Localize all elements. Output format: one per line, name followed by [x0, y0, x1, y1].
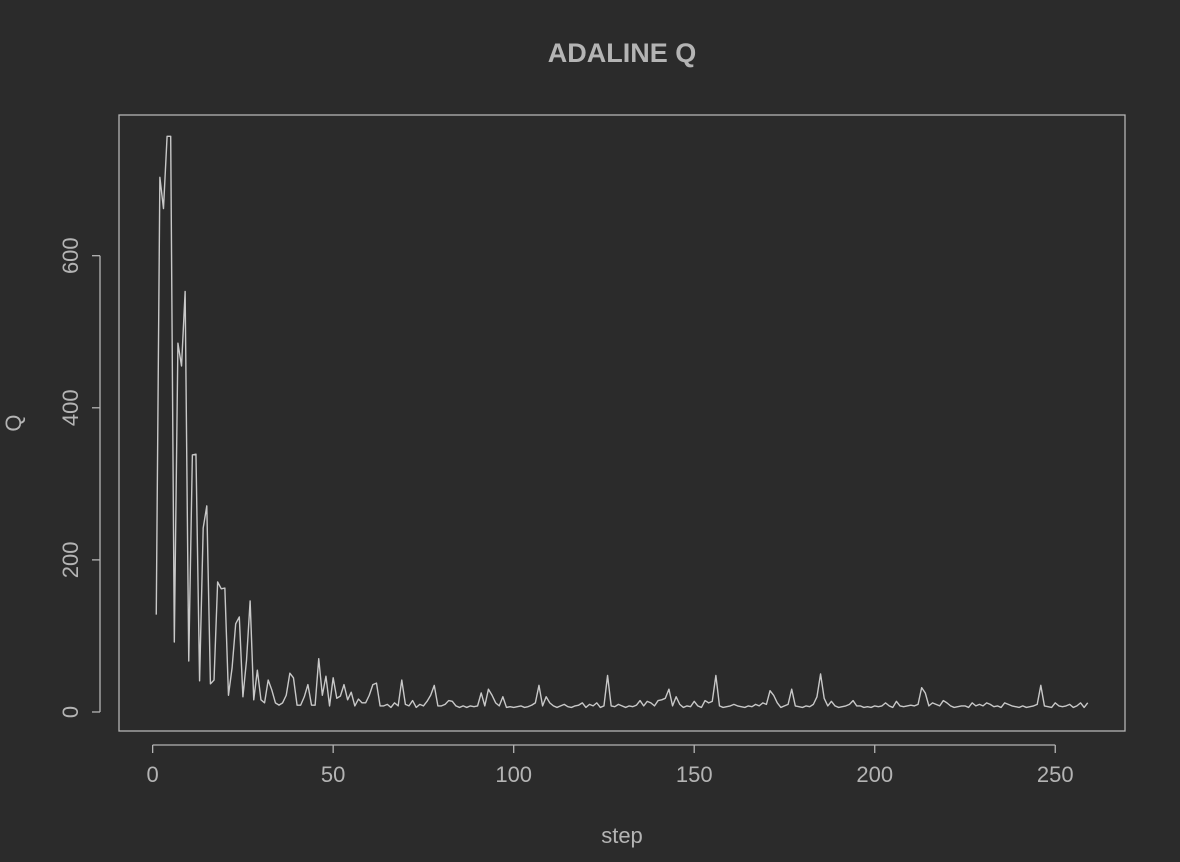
x-tick-label: 150 [676, 762, 713, 787]
y-tick-label: 0 [58, 706, 83, 718]
plot-frame [118, 114, 1126, 732]
x-tick-label: 0 [147, 762, 159, 787]
y-tick-label: 200 [58, 542, 83, 579]
x-axis-label: step [601, 823, 643, 848]
x-tick-label: 100 [495, 762, 532, 787]
y-tick-label: 600 [58, 237, 83, 274]
chart-title: ADALINE Q [548, 38, 697, 68]
y-tick-label: 400 [58, 389, 83, 426]
y-axis-label: Q [1, 414, 26, 431]
x-tick-label: 200 [856, 762, 893, 787]
x-tick-label: 50 [321, 762, 345, 787]
data-line [155, 135, 1089, 709]
x-tick-label: 250 [1037, 762, 1074, 787]
